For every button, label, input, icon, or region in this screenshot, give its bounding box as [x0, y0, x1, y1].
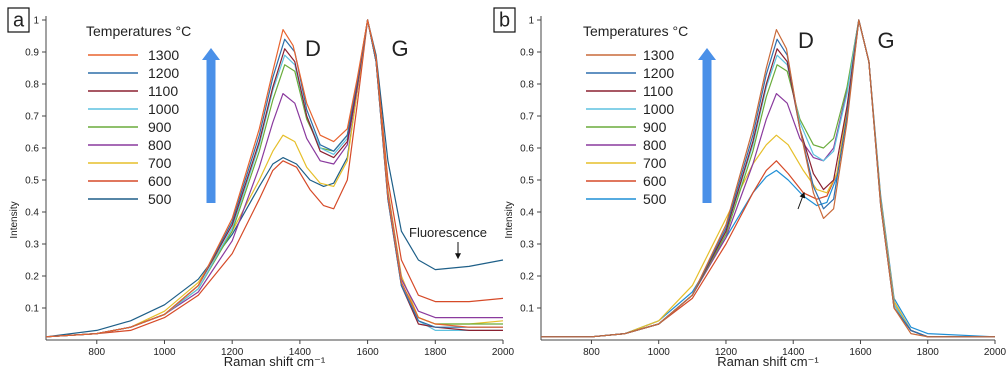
temperature-increase-arrow	[698, 48, 716, 203]
legend-label-1100: 1100	[643, 83, 673, 99]
panel-letter-box	[7, 7, 30, 33]
x-axis-label: Raman shift cm⁻¹	[717, 354, 819, 369]
x-tick-label: 1000	[153, 347, 176, 358]
legend-label-900: 900	[643, 119, 667, 135]
panel-letter-text: a	[13, 10, 25, 32]
series-line-1300	[541, 19, 995, 338]
legend-label-1100: 1100	[148, 83, 178, 99]
legend-label-1300: 1300	[643, 47, 674, 63]
panel-letter-box	[493, 7, 516, 33]
legend-label-700: 700	[643, 155, 667, 171]
peak-label-g: G	[877, 28, 894, 53]
y-tick-label: 0.9	[520, 48, 534, 59]
series-line-600	[45, 19, 504, 338]
y-tick-label: 0.6	[25, 144, 39, 155]
series-lines	[45, 19, 504, 338]
peak-label-d: D	[798, 28, 814, 53]
series-line-1000	[45, 19, 503, 338]
x-tick-label: 800	[88, 347, 105, 358]
x-tick-label: 2000	[492, 347, 515, 358]
series-line-1200	[45, 19, 503, 338]
y-tick-label: 1	[528, 16, 534, 27]
legend-label-1000: 1000	[643, 101, 674, 117]
panel-a: 800 1000 1200 1400 1600 1800 20000.10.20.30.40…	[7, 7, 515, 369]
legend-label-800: 800	[148, 137, 172, 153]
legend-label-1300: 1300	[148, 47, 179, 63]
x-tick-label: 1400	[782, 347, 805, 358]
legend-label-600: 600	[643, 173, 667, 189]
x-tick-label: 1600	[849, 347, 872, 358]
y-tick-label: 0.1	[25, 304, 39, 315]
y-tick-label: 0.3	[25, 240, 39, 251]
x-tick-label: 1200	[715, 347, 738, 358]
y-tick-label: 0.9	[25, 48, 39, 59]
y-axis-label: Intensity	[9, 201, 20, 238]
series-line-1100	[45, 19, 503, 338]
legend-label-800: 800	[643, 137, 667, 153]
x-tick-label: 1800	[917, 347, 940, 358]
legend-label-500: 500	[643, 191, 667, 207]
y-tick-label: 0.2	[520, 272, 534, 283]
series-line-800	[45, 19, 503, 338]
legend-label-1200: 1200	[148, 65, 179, 81]
legend-label-1000: 1000	[148, 101, 179, 117]
legend-title: Temperatures °C	[86, 23, 191, 39]
x-tick-label: 1600	[356, 347, 379, 358]
series-lines	[541, 19, 996, 338]
y-tick-label: 0.5	[520, 176, 534, 187]
x-axis-label: Raman shift cm⁻¹	[224, 354, 326, 369]
legend-title: Temperatures °C	[583, 23, 688, 39]
annotation-arrow	[797, 191, 806, 210]
legend-label-500: 500	[148, 191, 172, 207]
y-tick-label: 0.7	[520, 112, 534, 123]
x-tick-label: 1200	[221, 347, 244, 358]
panel-letter: a	[7, 7, 30, 33]
y-tick-label: 0.1	[520, 304, 534, 315]
series-line-1300	[45, 19, 503, 338]
panel-b: 800 1000 1200 1400 1600 1800 20000.10.20.30.40…	[493, 7, 1007, 369]
y-tick-label: 0.4	[25, 208, 39, 219]
panel-letter-text: b	[499, 10, 510, 32]
series-line-1200	[541, 19, 995, 338]
y-tick-label: 0.4	[520, 208, 534, 219]
y-tick-label: 0.2	[25, 272, 39, 283]
temperature-increase-arrow	[202, 48, 220, 203]
y-axis-label: Intensity	[504, 201, 515, 238]
panel-letter: b	[493, 7, 516, 33]
series-line-700	[45, 19, 504, 338]
legend: Temperatures °C 1300 1200 1100 1000 900 800 700…	[583, 23, 688, 207]
x-tick-label: 1400	[289, 347, 312, 358]
legend-label-700: 700	[148, 155, 172, 171]
y-tick-label: 0.6	[520, 144, 534, 155]
legend-label-600: 600	[148, 173, 172, 189]
series-line-500	[45, 19, 504, 338]
x-tick-label: 1800	[424, 347, 447, 358]
legend-label-1200: 1200	[643, 65, 674, 81]
peak-label-g: G	[391, 36, 408, 61]
y-tick-label: 0.8	[520, 80, 534, 91]
x-tick-label: 2000	[984, 347, 1007, 358]
series-line-900	[45, 19, 503, 338]
peak-label-d: D	[305, 36, 321, 61]
y-tick-label: 0.5	[25, 176, 39, 187]
x-tick-label: 1000	[648, 347, 671, 358]
y-tick-label: 1	[33, 16, 39, 27]
y-tick-label: 0.7	[25, 112, 39, 123]
y-tick-label: 0.8	[25, 80, 39, 91]
legend-label-900: 900	[148, 119, 172, 135]
legend: Temperatures °C 1300 1200 1100 1000 900 800 700…	[86, 23, 191, 207]
y-tick-label: 0.3	[520, 240, 534, 251]
x-tick-label: 800	[583, 347, 600, 358]
annotation-text: Fluorescence	[409, 225, 487, 240]
